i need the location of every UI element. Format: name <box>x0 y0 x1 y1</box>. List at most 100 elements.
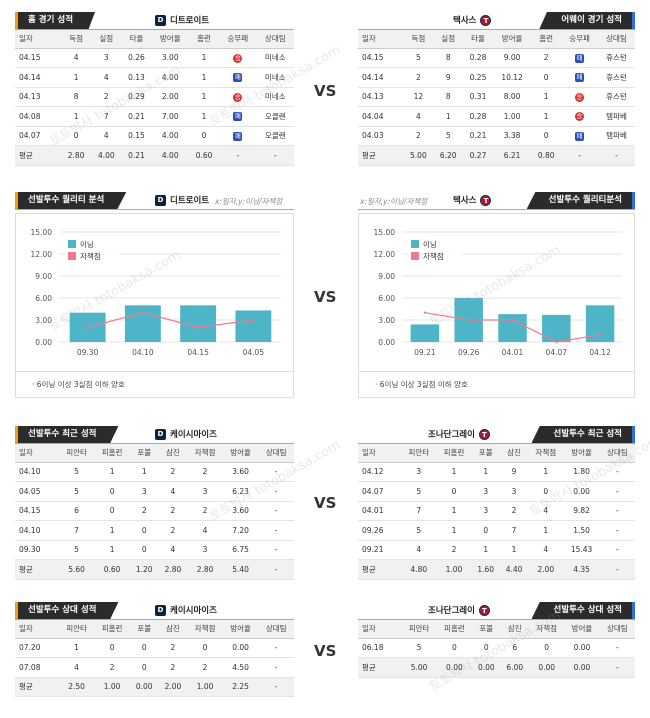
table-cell: 0.00 <box>564 638 600 658</box>
column-header: 상대팀 <box>256 30 294 49</box>
table-cell: 2 <box>129 501 159 521</box>
table-cell: 09.30 <box>15 540 59 560</box>
table-cell: 2 <box>499 501 529 521</box>
home-quality-panel: 선발투수 퀄리티 분석 D 디트로이트 x:일자,y:이닝/자책점 <box>15 190 294 210</box>
result-cell: 패 <box>219 67 257 88</box>
table-cell: 3 <box>129 481 159 502</box>
table-cell: - <box>258 638 294 658</box>
away-pitcher-recent-name: 조나단그레이 T <box>428 428 490 440</box>
table-cell: 5 <box>58 462 95 482</box>
away-pitcher-recent-panel: 조나단그레이 T 선발투수 최근 성적 일자 피안타 피홈런 포볼 삼진 자책점 방어율 상대… <box>358 424 635 580</box>
average-cell: 0.60 <box>188 145 220 166</box>
legend-swatch <box>411 240 419 248</box>
home-pitcher-name: 케이시마이즈 <box>170 430 217 440</box>
table-cell: 04.01 <box>358 501 402 521</box>
table-cell: 9.82 <box>563 501 600 521</box>
result-cell: 패 <box>219 126 257 146</box>
table-cell: 2 <box>94 657 130 678</box>
column-header: 상대팀 <box>258 620 294 639</box>
table-row: 04.15 4 3 0.26 3.00 1 승 미네소 <box>15 48 294 68</box>
divider <box>15 443 294 444</box>
table-cell: 04.03 <box>358 126 404 146</box>
table-cell: 6 <box>58 501 95 521</box>
table-cell: 휴스턴 <box>598 48 635 68</box>
loss-badge: 패 <box>233 131 243 141</box>
table-cell: 7 <box>91 106 122 127</box>
table-cell: 0 <box>94 481 130 502</box>
average-cell: 1.00 <box>436 559 472 580</box>
table-cell: 3.00 <box>151 48 189 68</box>
table-cell: 04.14 <box>358 67 404 88</box>
home-record-panel: 홈 경기 성적 D 디트로이트 일자 득점 실점 타율 방어율 홈런 승무패 상대팀 04.15… <box>15 10 294 166</box>
table-cell: 0.25 <box>463 67 493 88</box>
column-header: 상대팀 <box>599 620 635 639</box>
column-header: 방어율 <box>222 620 259 639</box>
legend-swatch <box>68 240 76 248</box>
x-tick-label: 04.05 <box>243 348 265 357</box>
table-cell: - <box>599 481 635 502</box>
table-cell: 4 <box>158 481 188 502</box>
table-cell: 1 <box>436 520 472 541</box>
home-record-title: 홈 경기 성적 <box>15 12 96 29</box>
x-tick-label: 04.15 <box>187 348 209 357</box>
home-quality-header: 선발투수 퀄리티 분석 D 디트로이트 x:일자,y:이닝/자책점 <box>15 190 294 210</box>
texas-logo-icon: T <box>478 428 490 440</box>
table-cell: 0.28 <box>463 106 493 127</box>
table-cell: 4 <box>158 540 188 560</box>
table-cell: 오클랜 <box>256 106 294 127</box>
table-cell: 04.08 <box>15 106 62 127</box>
home-pitcher-recent-name: D 케이시마이즈 <box>155 428 217 440</box>
table-row: 04.10 7 1 0 2 4 7.20- <box>15 520 294 541</box>
x-tick-label: 04.10 <box>132 348 154 357</box>
table-cell: 5 <box>401 481 437 502</box>
home-pitcher-vs-panel: 선발투수 상대 성적 D 케이시마이즈 일자 피안타 피홈런 포볼 삼진 자책점 방어율 상대… <box>15 600 294 697</box>
table-cell: 06.18 <box>358 638 402 658</box>
column-header: 승무패 <box>561 30 599 49</box>
column-header: 승무패 <box>219 30 257 49</box>
table-cell: 1 <box>94 462 130 482</box>
table-cell: 0.00 <box>222 638 259 658</box>
table-cell: - <box>258 501 294 521</box>
table-row: 04.05 5 0 3 4 3 6.23- <box>15 481 294 502</box>
table-cell: 8 <box>61 87 92 107</box>
divider <box>15 209 294 210</box>
average-cell: 6.00 <box>500 657 530 678</box>
table-cell: 9.00 <box>492 48 532 68</box>
home-pitcher-vs-name: D 케이시마이즈 <box>155 604 217 616</box>
home-quality-team: D 디트로이트 <box>155 194 209 206</box>
column-header: 타율 <box>121 30 152 49</box>
away-quality-note: · 6이닝 이상 3실점 이하 양호 <box>359 371 634 397</box>
table-cell: 1 <box>528 462 564 482</box>
table-row: 04.03 2 5 0.21 3.38 0 패 탬파베 <box>358 126 635 146</box>
home-quality-hint: x:일자,y:이닝/자책점 <box>215 197 283 206</box>
table-row: 04.10 5 1 1 2 2 3.60- <box>15 462 294 482</box>
table-cell: 0.13 <box>121 67 152 88</box>
home-pitcher-vs-pitcher: 케이시마이즈 <box>170 606 217 616</box>
table-cell: 1 <box>531 87 562 107</box>
column-header: 방어율 <box>492 30 532 49</box>
table-cell: 3 <box>187 481 223 502</box>
table-cell: 4 <box>528 540 564 560</box>
away-pitcher-vs-title: 선발투수 상대 성적 <box>531 602 635 619</box>
table-cell: 7 <box>401 501 437 521</box>
column-header: 홈런 <box>531 30 562 49</box>
table-cell: 2 <box>158 520 188 541</box>
table-row: 04.04 4 1 0.28 1.00 1 승 탬파베 <box>358 106 635 127</box>
table-cell: 1 <box>94 520 130 541</box>
loss-badge: 패 <box>575 131 585 141</box>
result-cell: 승 <box>219 48 257 68</box>
table-cell: 4.00 <box>151 67 189 88</box>
column-header: 방어율 <box>222 444 259 463</box>
table-cell: 0 <box>531 67 562 88</box>
average-cell: 2.00 <box>528 559 564 580</box>
table-cell: 0 <box>94 501 130 521</box>
table-cell: 5 <box>403 48 434 68</box>
home-pitcher-vs-header: 선발투수 상대 성적 D 케이시마이즈 <box>15 600 294 620</box>
average-cell: 1.00 <box>94 677 130 697</box>
vs-label: VS <box>314 288 337 306</box>
average-cell: 0.80 <box>531 145 562 166</box>
x-tick-label: 09.21 <box>414 348 436 357</box>
average-cell: - <box>256 145 294 166</box>
table-cell: 0 <box>94 638 130 658</box>
away-quality-header: x:일자,y:이닝/자책점 텍사스 T 선발투수 퀄리티분석 <box>358 190 635 210</box>
